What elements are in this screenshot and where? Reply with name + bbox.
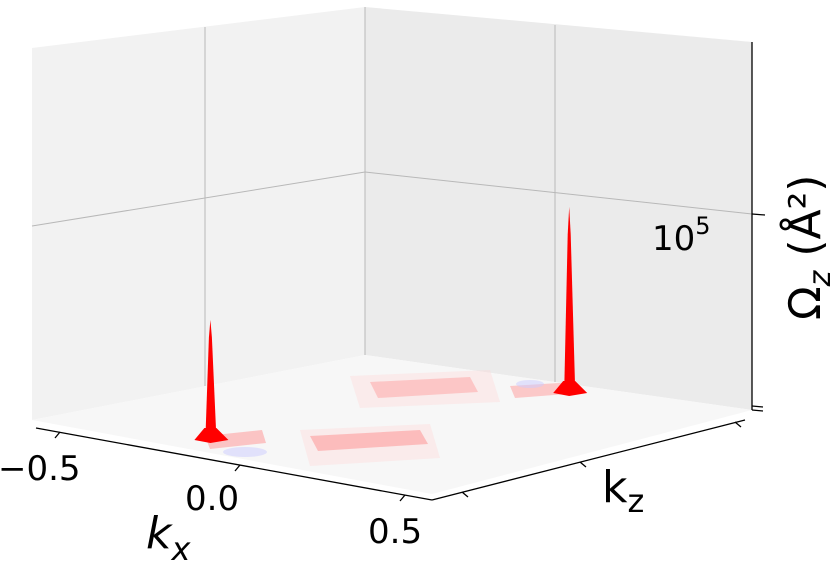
x-tick-label: 0.0 — [185, 479, 239, 519]
x-axis-title: kx — [146, 508, 191, 564]
kz-axis-subscript: z — [627, 482, 644, 520]
z-axis-unit: (Å²) — [778, 175, 830, 271]
z-axis-subscript: z — [803, 269, 830, 287]
x-axis-subscript: x — [170, 530, 191, 564]
kz-axis-title: kz — [602, 462, 644, 520]
peak-group — [194, 206, 588, 443]
grid-lines — [31, 7, 753, 386]
kz-ticks — [461, 421, 742, 498]
peak-base — [553, 381, 588, 396]
x-tick-label: −0.5 — [0, 449, 81, 489]
x-tick-label: 0.5 — [368, 512, 422, 552]
z-axis-title: Ωz (Å²) — [778, 175, 830, 320]
pane-left — [32, 7, 365, 420]
peak-base — [194, 428, 229, 443]
pane-right — [365, 7, 752, 410]
z-ticks — [751, 213, 766, 412]
peak-spike — [564, 206, 576, 391]
floor-surface — [205, 370, 580, 466]
peak-spike — [205, 319, 217, 438]
axis-lines — [35, 42, 753, 501]
z-tick-label: 105 — [652, 212, 711, 259]
z-tick-exponent: 5 — [695, 212, 710, 240]
x-ticks — [54, 431, 406, 502]
